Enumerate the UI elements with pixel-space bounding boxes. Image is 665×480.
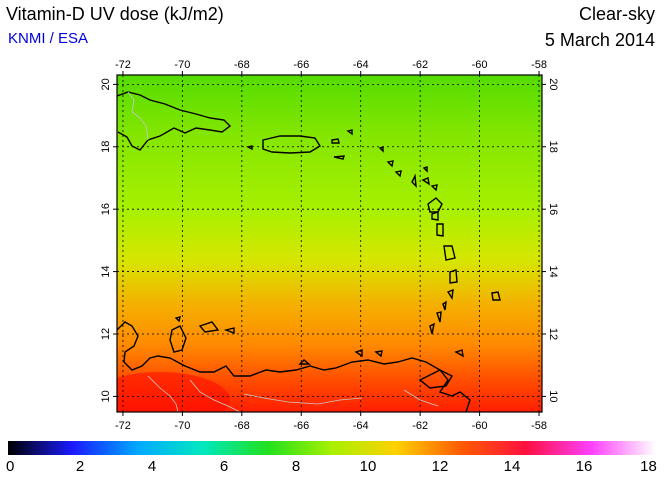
uv-hotspot: [117, 372, 230, 412]
colorbar-label: 16: [575, 458, 593, 475]
lon-label-top: -60: [472, 59, 488, 71]
lat-labels-right: 10 12 14 16 18 20: [547, 78, 559, 402]
lat-label-left: 10: [100, 390, 112, 402]
lat-label-left: 20: [100, 78, 112, 90]
lon-label-top: -64: [353, 59, 369, 71]
lon-label-bottom: -68: [234, 420, 250, 432]
coastlines: [117, 91, 501, 412]
lon-label-bottom: -64: [353, 420, 369, 432]
colorbar-label: 8: [291, 458, 301, 475]
axis-ticks: [113, 71, 546, 416]
lat-label-right: 14: [547, 265, 559, 277]
sky-condition: Clear-sky: [578, 4, 655, 24]
lat-label-left: 14: [100, 265, 112, 277]
credit-label: KNMI / ESA: [8, 30, 89, 47]
colorbar-label: 14: [503, 458, 521, 475]
lon-label-bottom: -60: [472, 420, 488, 432]
lon-label-bottom: -66: [293, 420, 309, 432]
colorbar-label: 4: [147, 458, 157, 475]
country-borders: [127, 91, 439, 412]
lon-label-top: -58: [531, 59, 547, 71]
lat-label-right: 16: [547, 203, 559, 215]
colorbar-label: 6: [219, 458, 229, 475]
lon-label-bottom: -62: [412, 420, 428, 432]
lon-labels-bottom: -72 -70 -68 -66 -64 -62 -60 -58: [115, 420, 547, 432]
lon-label-bottom: -72: [115, 420, 131, 432]
lat-label-left: 12: [100, 328, 112, 340]
lon-label-top: -68: [234, 59, 250, 71]
lat-label-left: 16: [100, 203, 112, 215]
lon-labels-top: -72 -70 -68 -66 -64 -62 -60 -58: [115, 59, 547, 71]
map-frame: [116, 74, 543, 413]
lon-label-top: -72: [115, 59, 131, 71]
uv-field: [117, 75, 542, 412]
colorbar-label: 10: [359, 458, 377, 475]
colorbar: [8, 441, 656, 455]
colorbar-label: 0: [6, 458, 15, 475]
lat-labels-left: 10 12 14 16 18 20: [100, 78, 112, 402]
colorbar-label: 18: [640, 458, 657, 475]
colorbar-label: 12: [431, 458, 449, 475]
lat-label-left: 18: [100, 141, 112, 153]
map-date: 5 March 2014: [544, 30, 655, 50]
map-title: Vitamin-D UV dose (kJ/m2): [6, 4, 224, 24]
lon-label-bottom: -58: [531, 420, 547, 432]
colorbar-label: 2: [75, 458, 85, 475]
grid-lines: [117, 75, 542, 412]
lon-label-bottom: -70: [174, 420, 190, 432]
lat-label-right: 10: [547, 390, 559, 402]
lon-label-top: -66: [293, 59, 309, 71]
lat-label-right: 20: [547, 78, 559, 90]
lon-label-top: -70: [174, 59, 190, 71]
uv-dose-map: -72 -70 -68 -66 -64 -62 -60 -58 -72 -70 -68 -66 -64…: [100, 59, 559, 432]
lon-label-top: -62: [412, 59, 428, 71]
lat-label-right: 12: [547, 328, 559, 340]
lat-label-right: 18: [547, 141, 559, 153]
